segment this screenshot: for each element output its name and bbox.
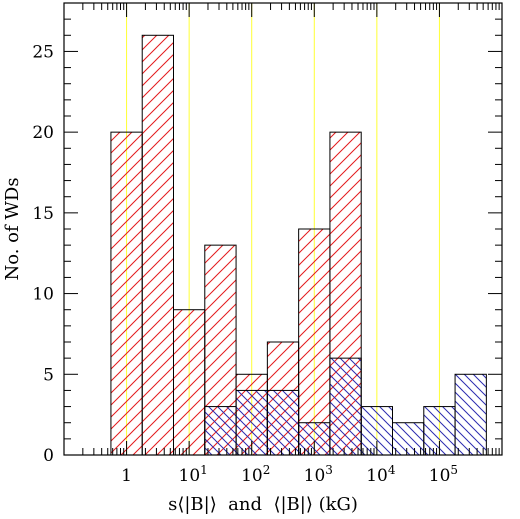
x-tick-label: 1: [121, 466, 132, 486]
y-tick-label: 15: [32, 204, 54, 224]
histogram-bar: [329, 357, 362, 456]
x-tick-label: 101: [179, 463, 208, 486]
axis-ticks: [63, 2, 503, 456]
y-tick-label: 5: [43, 365, 54, 385]
y-tick-label: 25: [32, 42, 54, 62]
x-axis-label: s⟨|B|⟩ and ⟨|B|⟩ (kG): [168, 494, 358, 515]
histogram-bar: [110, 131, 143, 456]
histogram-bar: [204, 406, 237, 456]
y-tick-label: 10: [32, 285, 54, 305]
x-tick-label: 104: [366, 463, 396, 486]
y-axis-label: No. of WDs: [2, 177, 23, 280]
tick-labels: 0 5 10 15 20 25 1 101 102 103 104 105: [32, 42, 458, 486]
x-tick-label: 105: [429, 463, 458, 486]
series-blue: [204, 357, 487, 456]
x-tick-label: 103: [304, 463, 333, 486]
histogram-bar: [172, 309, 206, 456]
histogram-bar: [454, 373, 487, 456]
y-tick-label: 20: [32, 123, 54, 143]
histogram-bar: [141, 34, 174, 456]
histogram-bar: [392, 422, 425, 456]
histogram-bars: [110, 34, 487, 456]
y-tick-label: 0: [43, 446, 54, 466]
histogram-bar: [298, 228, 331, 456]
histogram-bar: [266, 389, 300, 456]
x-tick-label: 102: [241, 463, 270, 486]
